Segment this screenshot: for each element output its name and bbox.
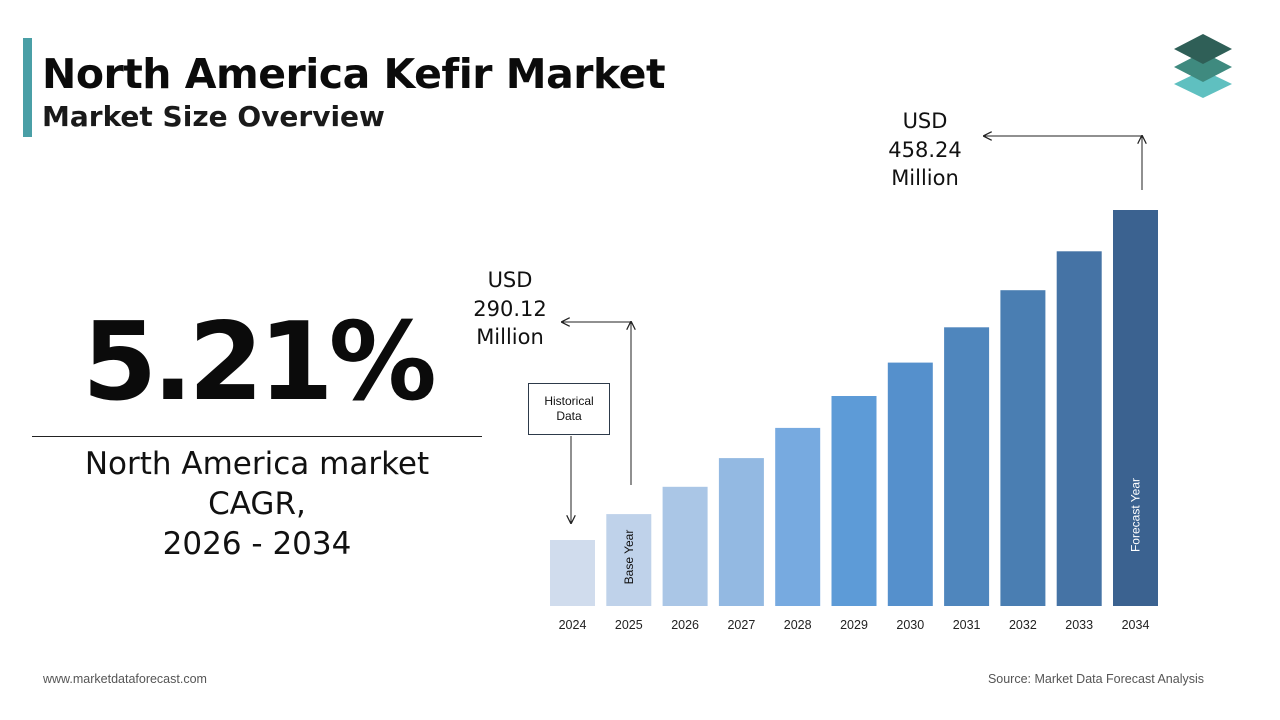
logo-layer-bottom [1174, 70, 1232, 98]
bar-2034 [1113, 210, 1158, 606]
bar-annotation-2034: Forecast Year [1129, 478, 1143, 552]
end-value-unit: Million [891, 166, 959, 190]
x-tick-label-2028: 2028 [784, 618, 812, 632]
cagr-label: North America market CAGR, 2026 - 2034 [32, 444, 482, 564]
cagr-label-line-1: North America market [84, 446, 430, 482]
start-value-amount: 290.12 [473, 296, 547, 321]
chart-bar-annotations: Base Year Forecast Year [622, 478, 1143, 584]
x-tick-label-2030: 2030 [896, 618, 924, 632]
website-url: www.marketdataforecast.com [43, 672, 207, 686]
source-note: Source: Market Data Forecast Analysis [987, 672, 1204, 686]
historical-data-label-2: Data [556, 409, 582, 423]
end-value-amount: 458.24 [888, 137, 962, 162]
bar-2027 [718, 458, 764, 606]
bar-2032 [1000, 290, 1046, 606]
cagr-divider [32, 436, 482, 437]
bar-2028 [775, 427, 821, 606]
start-value-currency: USD [487, 268, 533, 292]
x-tick-label-2025: 2025 [615, 618, 643, 632]
logo-layer-top [1174, 34, 1232, 64]
historical-data-box: Historical Data [528, 383, 610, 435]
x-tick-label-2029: 2029 [840, 618, 868, 632]
x-tick-label-2034: 2034 [1122, 618, 1150, 632]
bar-2025 [606, 514, 652, 606]
end-value-arrow [984, 136, 1142, 190]
brand-logo-icon [1174, 34, 1232, 98]
page-title: North America Kefir Market [42, 50, 666, 98]
bar-2031 [944, 327, 990, 606]
x-tick-label-2027: 2027 [727, 618, 755, 632]
title-accent-bar [23, 38, 32, 137]
start-value-arrow [562, 322, 631, 485]
start-value-callout: USD 290.12 Million [455, 266, 565, 352]
cagr-label-line-2: CAGR, [208, 486, 306, 522]
page-subtitle: Market Size Overview [42, 100, 385, 133]
logo-layer-middle [1174, 52, 1232, 82]
bar-annotation-2025: Base Year [622, 530, 636, 585]
x-tick-label-2032: 2032 [1009, 618, 1037, 632]
start-value-unit: Million [476, 325, 544, 349]
historical-data-label-1: Historical [544, 394, 594, 408]
end-value-currency: USD [902, 109, 948, 133]
bar-2033 [1056, 251, 1102, 607]
bar-2029 [831, 396, 877, 606]
chart-bars [550, 210, 1158, 607]
bar-2026 [662, 486, 708, 606]
cagr-value: 5.21% [82, 300, 437, 425]
cagr-label-line-3: 2026 - 2034 [162, 526, 352, 562]
chart-x-tick-labels: 2024 2025 2026 2027 2028 2029 2030 2031 2032 2033… [559, 618, 1150, 632]
x-tick-label-2026: 2026 [671, 618, 699, 632]
end-value-callout: USD 458.24 Million [870, 107, 980, 193]
x-tick-label-2031: 2031 [953, 618, 981, 632]
bar-2024 [550, 540, 595, 606]
bar-2030 [887, 362, 933, 606]
x-tick-label-2033: 2033 [1065, 618, 1093, 632]
x-tick-label-2024: 2024 [559, 618, 587, 632]
